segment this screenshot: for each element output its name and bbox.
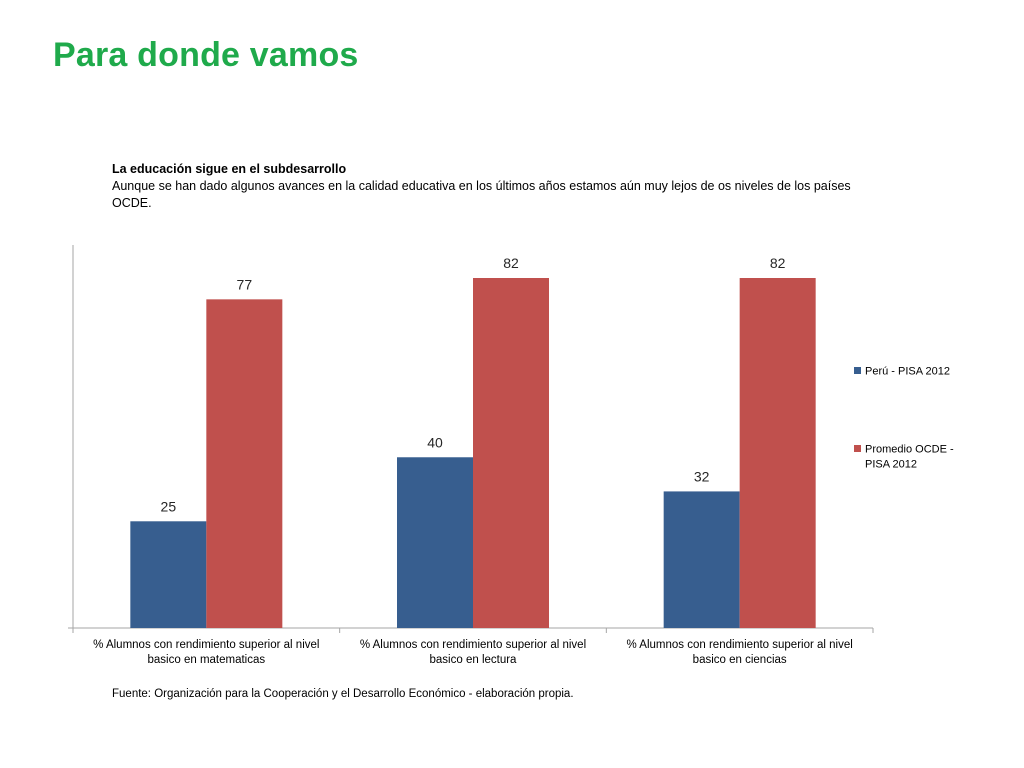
bar (473, 278, 549, 628)
data-label: 32 (694, 468, 710, 484)
data-label: 77 (237, 276, 253, 292)
data-label: 82 (503, 255, 519, 271)
data-label: 25 (161, 498, 177, 514)
bar (397, 457, 473, 628)
legend-swatch (854, 367, 861, 374)
intro-body: Aunque se han dado algunos avances en la… (112, 179, 851, 210)
bar (739, 278, 816, 628)
source-note: Fuente: Organización para la Cooperación… (112, 688, 574, 700)
bar (663, 491, 740, 628)
intro-text: La educación sigue en el subdesarrollo A… (112, 161, 852, 212)
x-tick-label: % Alumnos con rendimiento superior al ni… (360, 639, 586, 666)
bar-chart: 25 77 % Alumnos con rendimiento superior a… (68, 245, 954, 666)
slide-title: Para donde vamos (53, 36, 359, 74)
x-tick-label: % Alumnos con rendimiento superior al ni… (93, 639, 319, 666)
legend-label: Perú - PISA 2012 (865, 366, 950, 378)
bar (130, 521, 207, 628)
x-tick-label: % Alumnos con rendimiento superior al ni… (627, 639, 853, 666)
data-label: 40 (427, 434, 443, 450)
data-label: 82 (770, 255, 786, 271)
intro-heading: La educación sigue en el subdesarrollo (112, 162, 347, 176)
legend-label: Promedio OCDE -PISA 2012 (865, 444, 954, 471)
bar (206, 299, 283, 628)
legend-swatch (854, 445, 861, 452)
